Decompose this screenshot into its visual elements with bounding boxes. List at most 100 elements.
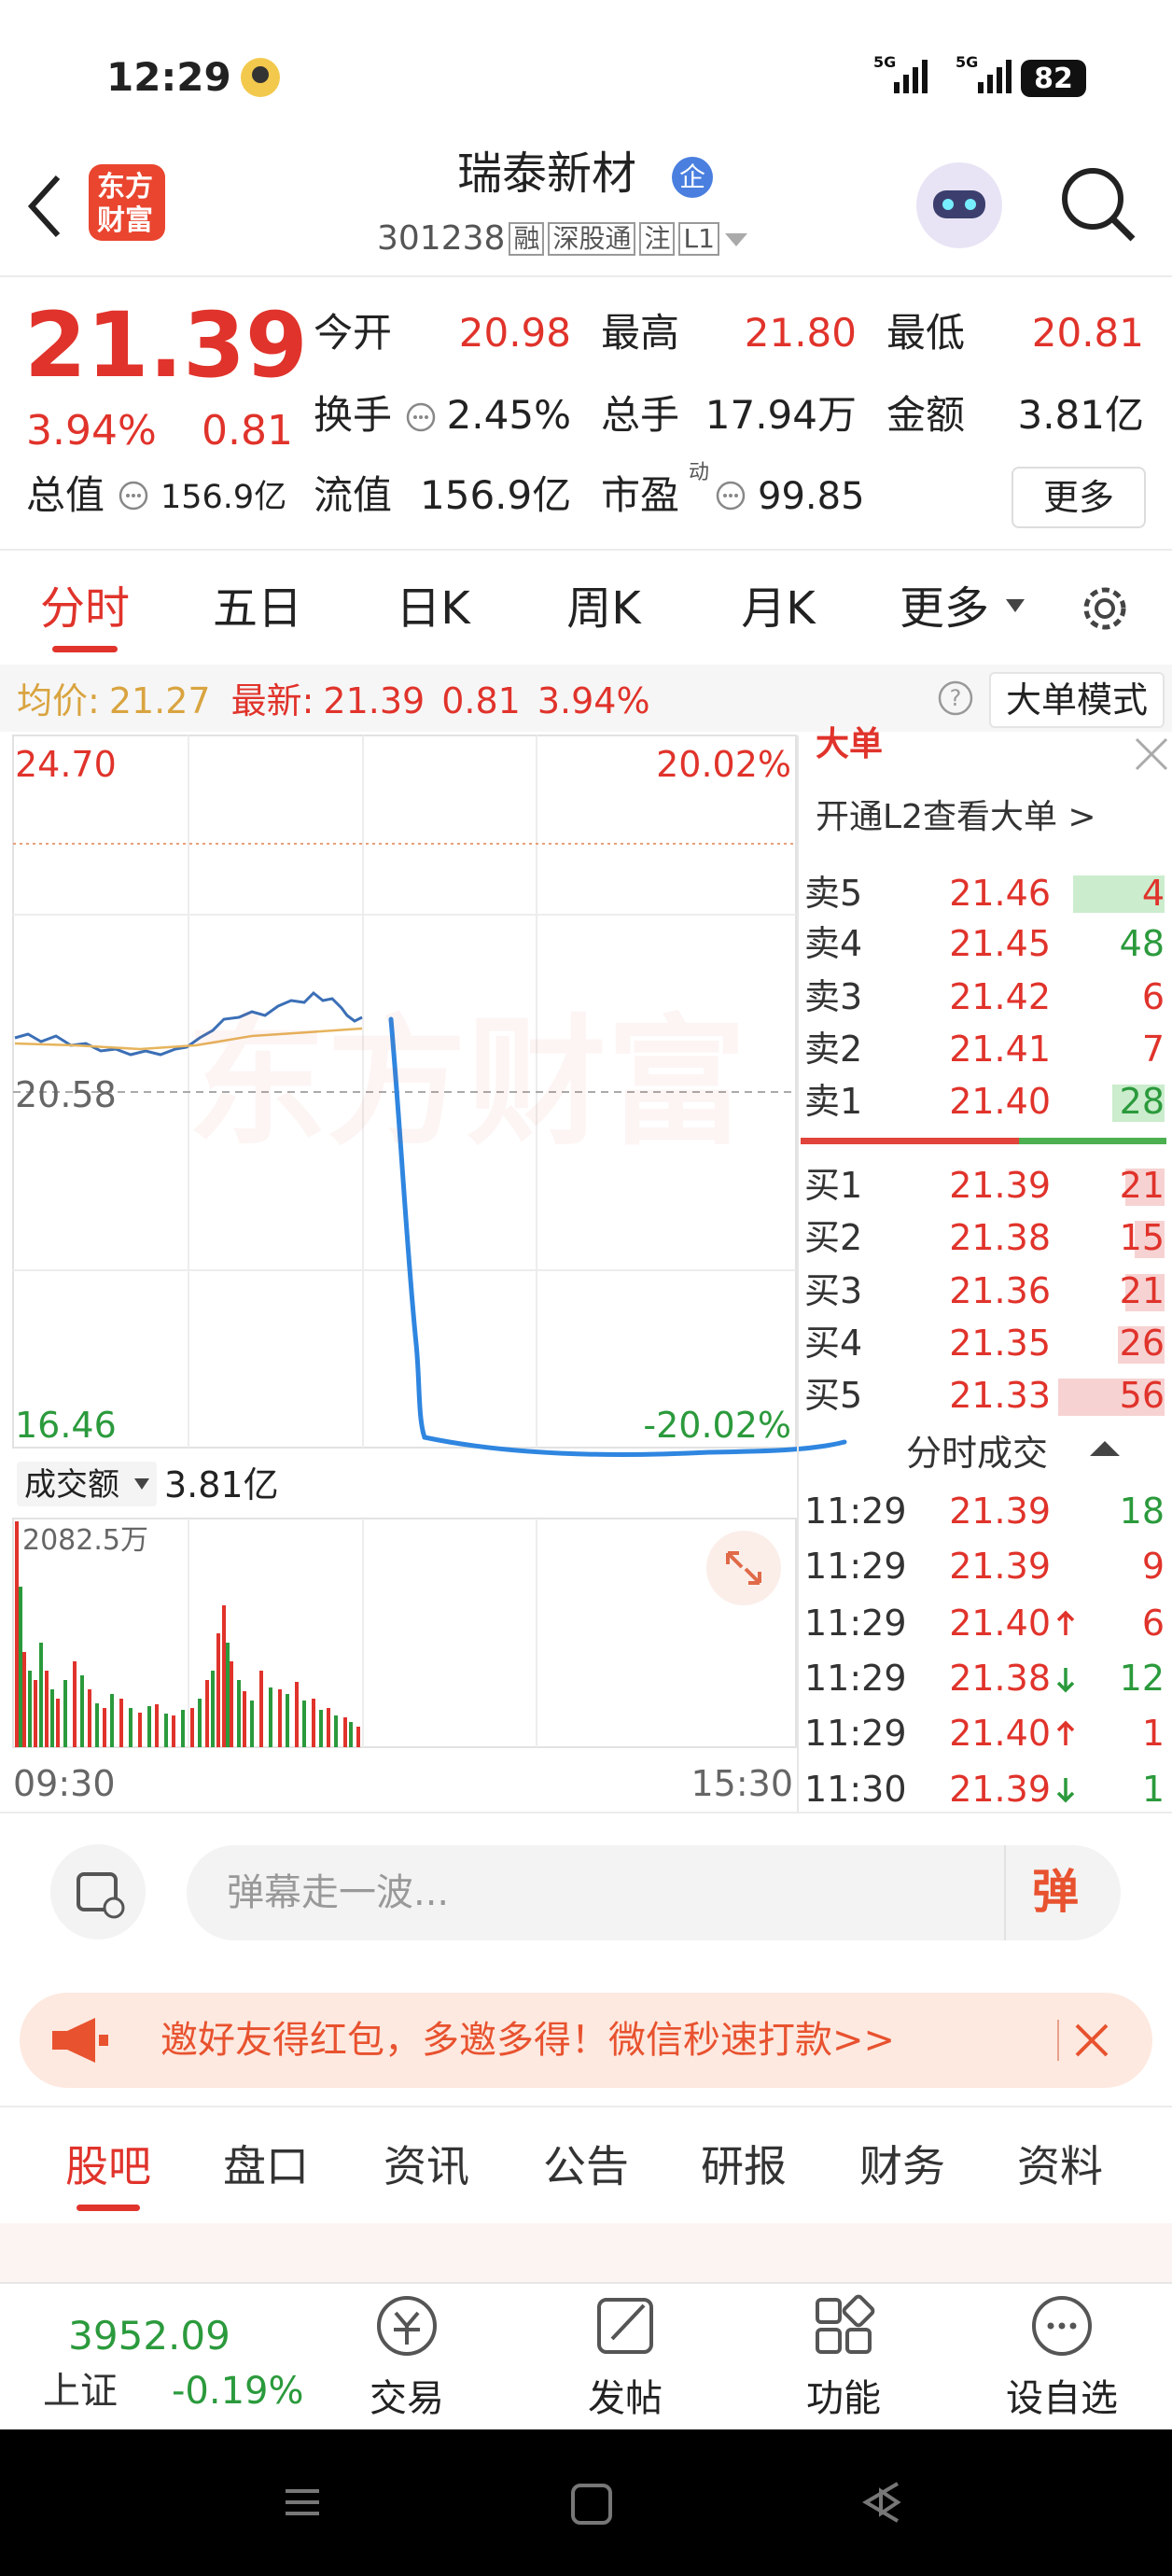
section-tab-wrap: 盘口: [223, 2145, 352, 2188]
trade-price-wrap: 21.39: [949, 1548, 1152, 1584]
app-logo[interactable]: [89, 164, 165, 241]
section-tab[interactable]: 资料: [1017, 2141, 1103, 2191]
level-label-wrap: 买5: [804, 1378, 862, 1413]
trade-price-wrap: 21.40: [949, 1715, 1152, 1751]
section-tab[interactable]: 资讯: [384, 2141, 469, 2191]
chart-tab[interactable]: 月K: [741, 582, 816, 635]
footer-action[interactable]: 交易: [370, 2377, 444, 2420]
danmaku-settings[interactable]: [49, 1842, 147, 1941]
stat-value: 17.94万: [705, 392, 857, 438]
stat-label: 换手: [314, 392, 393, 438]
volume-total: 3.81亿: [164, 1464, 279, 1505]
footer-action[interactable]: 发帖: [588, 2377, 663, 2420]
footer-action[interactable]: 功能: [806, 2377, 881, 2420]
separator: [1057, 2020, 1059, 2061]
trade-time: 11:29: [804, 1603, 907, 1644]
info-icon[interactable]: [405, 401, 437, 433]
chart-tab[interactable]: 更多: [899, 582, 990, 635]
level-price-wrap: 21.42: [949, 979, 1152, 1015]
chart-tab[interactable]: 周K: [566, 582, 641, 635]
more-button[interactable]: 更多: [1012, 467, 1146, 528]
y-bottom-pct: -20.02%: [643, 1405, 791, 1446]
level-label-wrap: 卖5: [804, 875, 862, 911]
index-name: 上证: [43, 2370, 118, 2413]
level-label-wrap: 卖2: [804, 1031, 862, 1067]
stat-value: 156.9亿: [160, 479, 287, 516]
settings-button[interactable]: [1077, 581, 1133, 637]
level-qty: 15: [1119, 1217, 1165, 1258]
tab-underline: [52, 646, 118, 652]
pe-note: 动: [689, 461, 710, 484]
divider: [0, 549, 1172, 551]
level-qty-wrap: 56: [1120, 1378, 1172, 1413]
level-price: 21.35: [949, 1323, 1051, 1364]
battery-level: 82: [1034, 65, 1093, 93]
trade-time-wrap: 11:29: [804, 1715, 907, 1751]
promo-banner[interactable]: [20, 1993, 1152, 2088]
section-tab[interactable]: 财务: [859, 2141, 945, 2191]
stat-value: 20.98: [458, 310, 571, 356]
y-mid-price: 20.58: [15, 1074, 117, 1115]
chart-tab[interactable]: 五日: [212, 582, 303, 635]
chart-tab[interactable]: 分时: [39, 582, 131, 635]
trade-price-wrap: 21.39: [949, 1771, 1152, 1807]
section-tab[interactable]: 股吧: [65, 2141, 151, 2191]
level-label: 买4: [804, 1323, 863, 1364]
back-button[interactable]: [26, 174, 63, 239]
svg-text:5G: 5G: [956, 53, 978, 71]
trade-price-wrap: 21.38: [949, 1660, 1152, 1696]
assistant-robot[interactable]: [913, 159, 1006, 252]
index-value[interactable]: 3952.09: [68, 2313, 230, 2359]
level-label: 买5: [804, 1375, 863, 1416]
section-tab[interactable]: 公告: [543, 2141, 629, 2191]
level-qty: 48: [1119, 923, 1165, 964]
stat-label: 市盈: [601, 472, 680, 518]
stat-label: 流值: [314, 472, 393, 518]
title-badge: 企: [672, 157, 713, 198]
comment-input[interactable]: [187, 1845, 1121, 1940]
section-tab-wrap: 股吧: [65, 2145, 194, 2188]
level-label: 卖5: [804, 873, 863, 914]
info-icon[interactable]: [118, 480, 149, 511]
footer-action[interactable]: 设自选: [1006, 2377, 1118, 2420]
mode-button[interactable]: 大单模式: [989, 672, 1165, 728]
close-banner[interactable]: [1073, 2022, 1110, 2059]
battery: [1021, 60, 1086, 97]
dropdown-caret: [1006, 599, 1025, 612]
level-label-wrap: 买4: [804, 1325, 862, 1361]
volume-selector[interactable]: [17, 1462, 157, 1506]
level-label-wrap: 卖3: [804, 979, 862, 1015]
level-price: 21.40: [949, 1081, 1051, 1122]
l2-link[interactable]: 开通L2查看大单 >: [816, 798, 1096, 836]
section-tab-wrap: 资讯: [384, 2145, 512, 2188]
trade-qty-wrap: 18: [1120, 1493, 1172, 1529]
stock-title: 瑞泰新材: [457, 147, 637, 200]
trade-time-wrap: 11:29: [804, 1605, 907, 1641]
trade-qty-wrap: 1: [1142, 1715, 1172, 1751]
trade-price-wrap: 21.39: [949, 1493, 1152, 1529]
level-qty-wrap: 15: [1120, 1220, 1172, 1255]
divider: [0, 1812, 1172, 1813]
section-tab[interactable]: 研报: [701, 2141, 787, 2191]
search-button[interactable]: [1058, 164, 1138, 245]
section-tab[interactable]: 盘口: [223, 2141, 309, 2191]
level-label: 买2: [804, 1217, 863, 1258]
level-qty: 21: [1119, 1270, 1165, 1311]
time-start: 09:30: [13, 1763, 116, 1804]
info-row: 均价: 21.27 最新: 21.39 0.81 3.94%: [17, 683, 650, 719]
danmaku-button[interactable]: 弹: [1032, 1865, 1079, 1919]
chart-tab[interactable]: 日K: [396, 582, 470, 635]
tag: 融: [509, 222, 545, 256]
trade-price: 21.38: [949, 1658, 1051, 1699]
level-qty-wrap: 48: [1120, 926, 1172, 961]
level-label-wrap: 卖1: [804, 1084, 862, 1119]
last-change: 0.81: [441, 680, 521, 721]
trade-price: 21.39: [949, 1546, 1051, 1587]
dropdown-caret[interactable]: [723, 230, 749, 248]
logo-text: 财富: [97, 204, 153, 237]
help-icon[interactable]: ?: [937, 679, 974, 717]
tag: 深股通: [548, 222, 636, 256]
info-icon[interactable]: [715, 480, 746, 511]
level-qty: 7: [1141, 1029, 1165, 1070]
